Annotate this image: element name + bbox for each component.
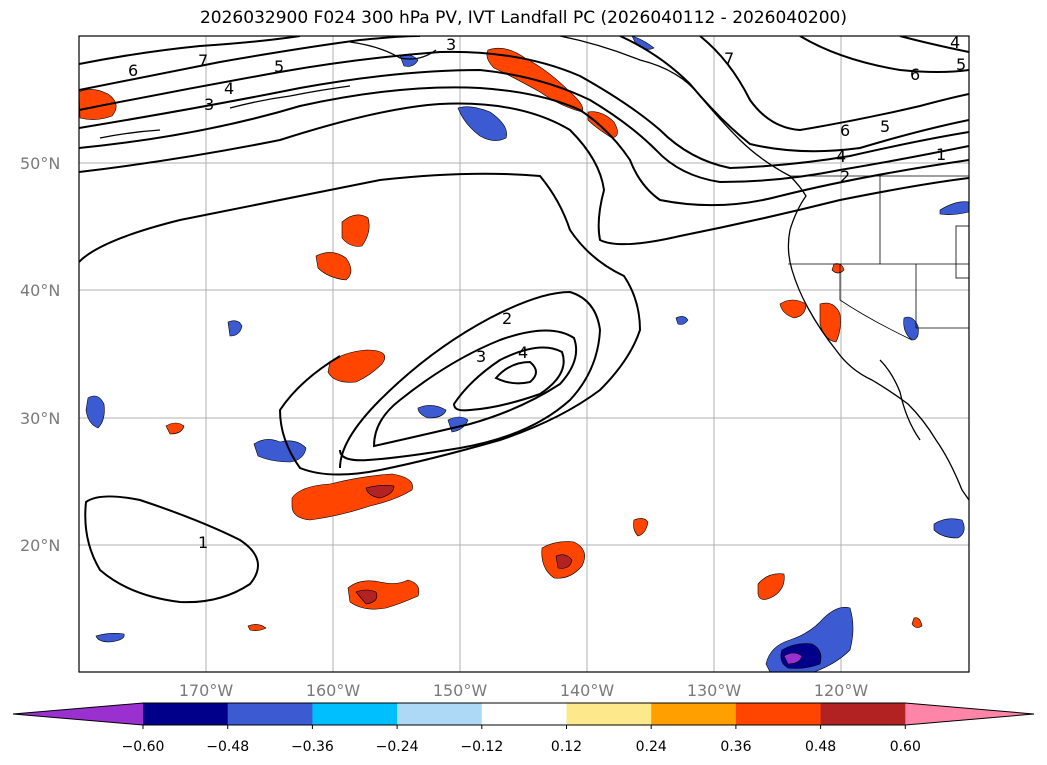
lon-label: 140°W <box>560 681 615 700</box>
colorbar-ticks: −0.60 −0.48 −0.36 −0.24 −0.12 0.12 0.24 0.36 0.4… <box>122 725 921 755</box>
longitude-labels: 170°W 160°W 150°W 140°W 130°W 120°W <box>179 681 869 700</box>
colorbar-tick-label: −0.24 <box>376 739 419 755</box>
colorbar-swatch <box>312 703 398 725</box>
contour-label: 6 <box>840 121 850 140</box>
map-title: 2026032900 F024 300 hPa PV, IVT Landfall… <box>199 8 847 28</box>
contour-label: 2 <box>840 167 850 186</box>
contour-label: 5 <box>956 55 966 74</box>
colorbar-swatch <box>397 703 483 725</box>
lon-label: 130°W <box>687 681 742 700</box>
colorbar-tick-label: −0.12 <box>460 739 503 755</box>
pv-contours <box>79 36 969 604</box>
colorbar-tick-label: −0.60 <box>122 739 165 755</box>
colorbar-swatch <box>735 703 822 725</box>
contour-label: 7 <box>198 51 208 70</box>
colorbar-tick-label: 0.48 <box>805 739 836 755</box>
gridlines <box>79 36 969 672</box>
colorbar-tick-label: 0.36 <box>720 739 751 755</box>
negative-anomaly-fills <box>85 36 969 672</box>
colorbar-tick-label: 0.24 <box>636 739 667 755</box>
lat-label: 30°N <box>20 409 60 428</box>
colorbar-swatch <box>820 703 906 725</box>
contour-label: 4 <box>836 147 846 166</box>
colorbar-swatch <box>651 703 737 725</box>
positive-anomaly-fills <box>79 47 923 631</box>
colorbar-swatch <box>143 703 229 725</box>
colorbar-swatch <box>566 703 652 725</box>
contour-label: 6 <box>910 65 920 84</box>
colorbar-tick-label: 0.12 <box>551 739 582 755</box>
lon-label: 170°W <box>179 681 234 700</box>
contour-label: 1 <box>198 533 208 552</box>
contour-label: 5 <box>880 117 890 136</box>
contour-label: 3 <box>204 95 214 114</box>
contour-label: 7 <box>724 49 734 68</box>
lat-label: 40°N <box>20 281 60 300</box>
colorbar-tick-label: −0.48 <box>206 739 249 755</box>
contour-label: 2 <box>502 309 512 328</box>
lon-label: 160°W <box>306 681 361 700</box>
lat-label: 20°N <box>20 536 60 555</box>
colorbar <box>12 702 1035 726</box>
contour-label: 6 <box>128 61 138 80</box>
contour-label: 5 <box>274 57 284 76</box>
contour-label: 4 <box>224 79 234 98</box>
map-area: 6 7 5 4 3 3 7 6 5 6 4 1 2 2 3 4 1 4 5 <box>79 33 969 672</box>
latitude-labels: 50°N 40°N 30°N 20°N <box>20 154 60 555</box>
contour-labels: 6 7 5 4 3 3 7 6 5 6 4 1 2 2 3 4 1 4 5 <box>128 33 966 552</box>
contour-label: 3 <box>476 347 486 366</box>
colorbar-swatch <box>227 703 313 725</box>
state-borders <box>788 175 969 341</box>
contour-label: 3 <box>446 35 456 54</box>
map-frame <box>78 35 970 673</box>
colorbar-tick-label: −0.36 <box>291 739 334 755</box>
contour-label: 4 <box>518 343 528 362</box>
contour-label: 1 <box>936 145 946 164</box>
lat-label: 50°N <box>20 154 60 173</box>
lon-label: 150°W <box>433 681 488 700</box>
colorbar-extend-min <box>13 703 143 725</box>
lon-label: 120°W <box>814 681 869 700</box>
contour-label: 4 <box>950 33 960 52</box>
colorbar-extend-max <box>905 703 1034 725</box>
colorbar-tick-label: 0.60 <box>890 739 921 755</box>
colorbar-swatch <box>481 703 567 725</box>
